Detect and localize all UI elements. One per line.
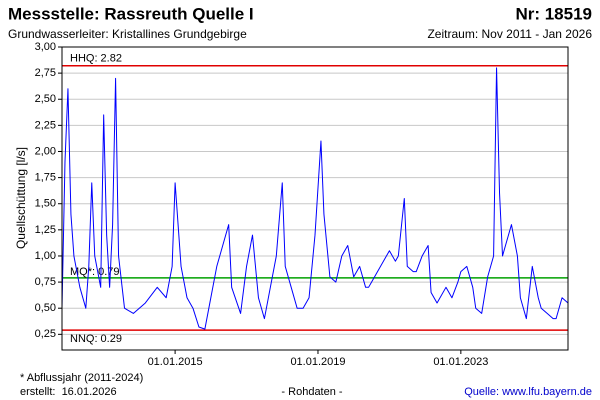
x-tick-label: 01.01.2023 [433, 356, 488, 368]
y-tick-label: 1,50 [35, 198, 56, 210]
x-tick-label: 01.01.2019 [290, 356, 345, 368]
y-tick-label: 1,25 [35, 224, 56, 236]
y-tick-label: 0,25 [35, 328, 56, 340]
plot-frame [61, 46, 569, 351]
y-tick-label: 1,75 [35, 172, 56, 184]
data-note: - Rohdaten - [281, 386, 342, 398]
y-tick-label: 0,75 [35, 276, 56, 288]
y-tick-label: 2,25 [35, 119, 56, 131]
y-tick-label: 1,00 [35, 250, 56, 262]
created-date: erstellt: 16.01.2026 [20, 386, 117, 398]
chart-title: Messstelle: Rassreuth Quelle I [8, 4, 254, 23]
reference-label: MQ*: 0.79 [70, 266, 120, 278]
reference-label: NNQ: 0.29 [70, 333, 122, 345]
y-tick-label: 3,00 [35, 41, 56, 53]
footnote: * Abflussjahr (2011-2024) [20, 372, 143, 384]
period: Zeitraum: Nov 2011 - Jan 2026 [427, 27, 592, 41]
y-tick-label: 0,50 [35, 302, 56, 314]
source: Quelle: www.lfu.bayern.de [464, 386, 592, 398]
y-tick-label: 2,00 [35, 145, 56, 157]
y-axis-label: Quellschüttung [l/s] [14, 147, 28, 249]
subtitle: Grundwasserleiter: Kristallines Grundgeb… [8, 27, 247, 41]
x-tick-label: 01.01.2015 [148, 356, 203, 368]
data-line [61, 67, 569, 330]
y-tick-label: 2,75 [35, 67, 56, 79]
reference-label: HHQ: 2.82 [70, 53, 122, 65]
station-number: Nr: 18519 [515, 4, 592, 23]
y-tick-label: 2,50 [35, 93, 56, 105]
